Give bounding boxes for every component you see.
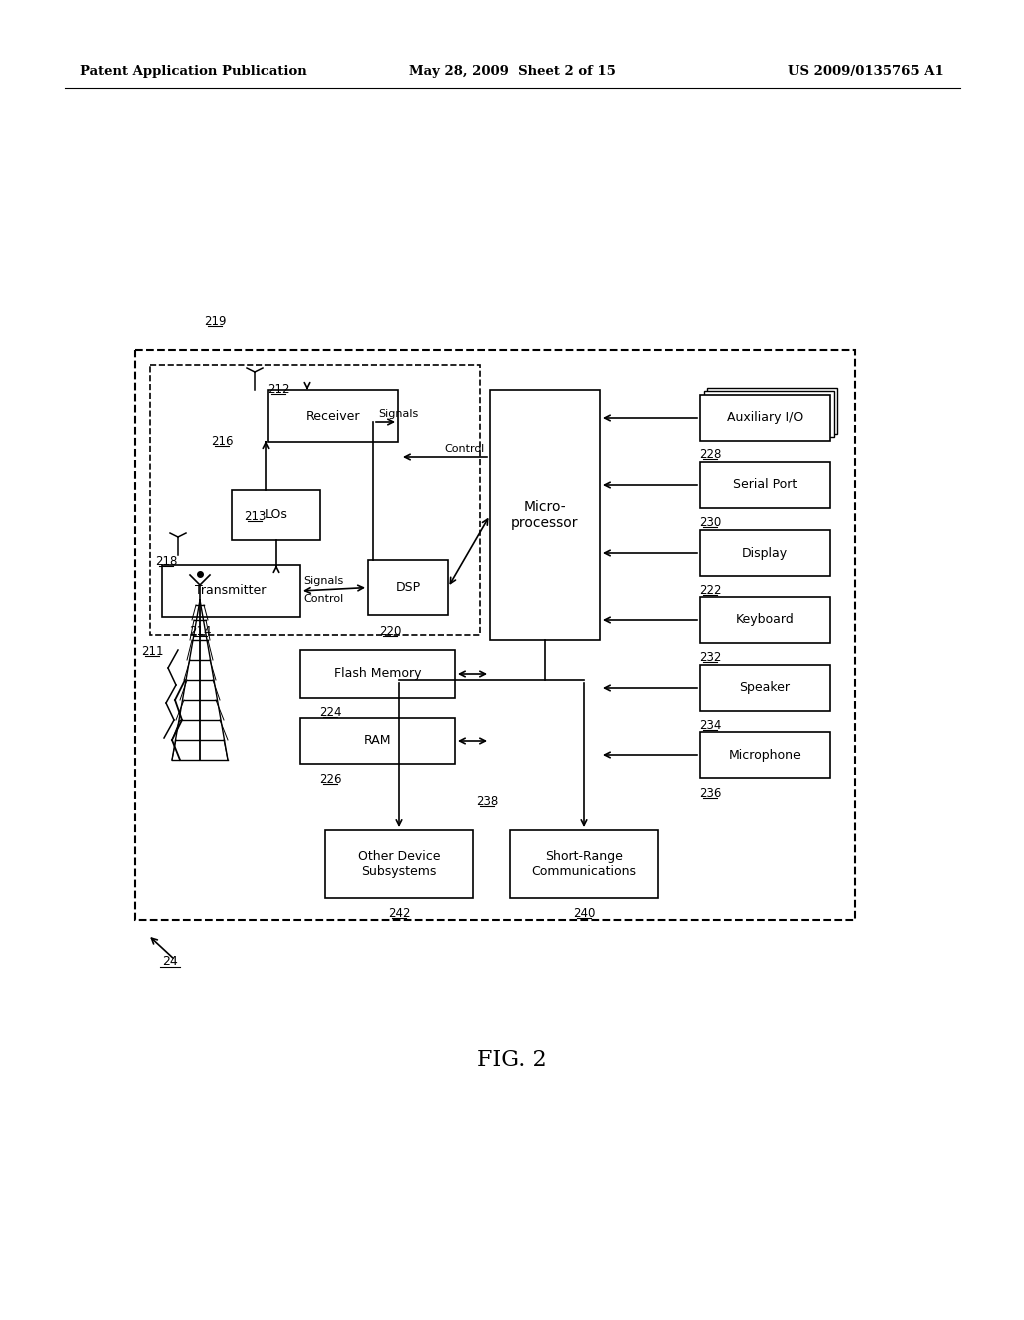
Bar <box>700 462 830 508</box>
Text: 24: 24 <box>162 954 178 968</box>
Text: Flash Memory: Flash Memory <box>334 668 421 681</box>
Bar <box>700 665 830 711</box>
Text: Other Device
Subsystems: Other Device Subsystems <box>357 850 440 878</box>
Text: Auxiliary I/O: Auxiliary I/O <box>727 412 803 425</box>
Text: 211: 211 <box>140 645 163 657</box>
Text: 238: 238 <box>476 795 498 808</box>
Text: 240: 240 <box>572 907 595 920</box>
Text: RAM: RAM <box>364 734 391 747</box>
Text: 228: 228 <box>698 447 721 461</box>
Text: Signals: Signals <box>303 576 343 586</box>
Text: 212: 212 <box>266 383 289 396</box>
Text: Control: Control <box>444 444 485 454</box>
Bar <box>232 490 319 540</box>
Text: Control: Control <box>303 594 343 605</box>
Bar <box>300 718 455 764</box>
Text: Serial Port: Serial Port <box>733 479 797 491</box>
Bar <box>700 733 830 777</box>
Text: Receiver: Receiver <box>306 409 360 422</box>
Text: 218: 218 <box>155 554 177 568</box>
Text: 222: 222 <box>698 583 721 597</box>
Text: 234: 234 <box>698 719 721 733</box>
Bar <box>325 830 473 898</box>
Bar <box>135 350 855 920</box>
Text: 219: 219 <box>204 315 226 327</box>
Text: 236: 236 <box>698 787 721 800</box>
Text: Signals: Signals <box>378 409 418 418</box>
Text: 226: 226 <box>318 774 341 785</box>
Bar <box>700 597 830 643</box>
Text: 213: 213 <box>244 510 266 523</box>
Text: DSP: DSP <box>395 581 421 594</box>
Bar <box>162 565 300 616</box>
Bar <box>150 366 480 635</box>
Bar <box>300 649 455 698</box>
Text: 230: 230 <box>698 516 721 529</box>
Text: May 28, 2009  Sheet 2 of 15: May 28, 2009 Sheet 2 of 15 <box>409 66 615 78</box>
Text: Display: Display <box>742 546 788 560</box>
Text: Keyboard: Keyboard <box>735 614 795 627</box>
Text: Patent Application Publication: Patent Application Publication <box>80 66 307 78</box>
Text: 220: 220 <box>379 624 401 638</box>
Text: LOs: LOs <box>264 508 288 521</box>
Bar <box>510 830 658 898</box>
Text: FIG. 2: FIG. 2 <box>477 1049 547 1071</box>
Text: 242: 242 <box>388 907 411 920</box>
Bar <box>700 395 830 441</box>
Text: Microphone: Microphone <box>729 748 802 762</box>
Text: Short-Range
Communications: Short-Range Communications <box>531 850 637 878</box>
Bar <box>700 531 830 576</box>
Bar <box>705 391 834 437</box>
Bar <box>490 389 600 640</box>
Bar <box>368 560 449 615</box>
Text: 216: 216 <box>211 436 233 447</box>
Text: Speaker: Speaker <box>739 681 791 694</box>
Text: 224: 224 <box>318 706 341 719</box>
Text: Micro-
processor: Micro- processor <box>511 500 579 531</box>
Bar <box>707 388 837 434</box>
Text: 232: 232 <box>698 651 721 664</box>
Text: Transmitter: Transmitter <box>196 585 266 598</box>
Text: 214: 214 <box>188 624 211 638</box>
Text: US 2009/0135765 A1: US 2009/0135765 A1 <box>788 66 944 78</box>
Bar <box>268 389 398 442</box>
